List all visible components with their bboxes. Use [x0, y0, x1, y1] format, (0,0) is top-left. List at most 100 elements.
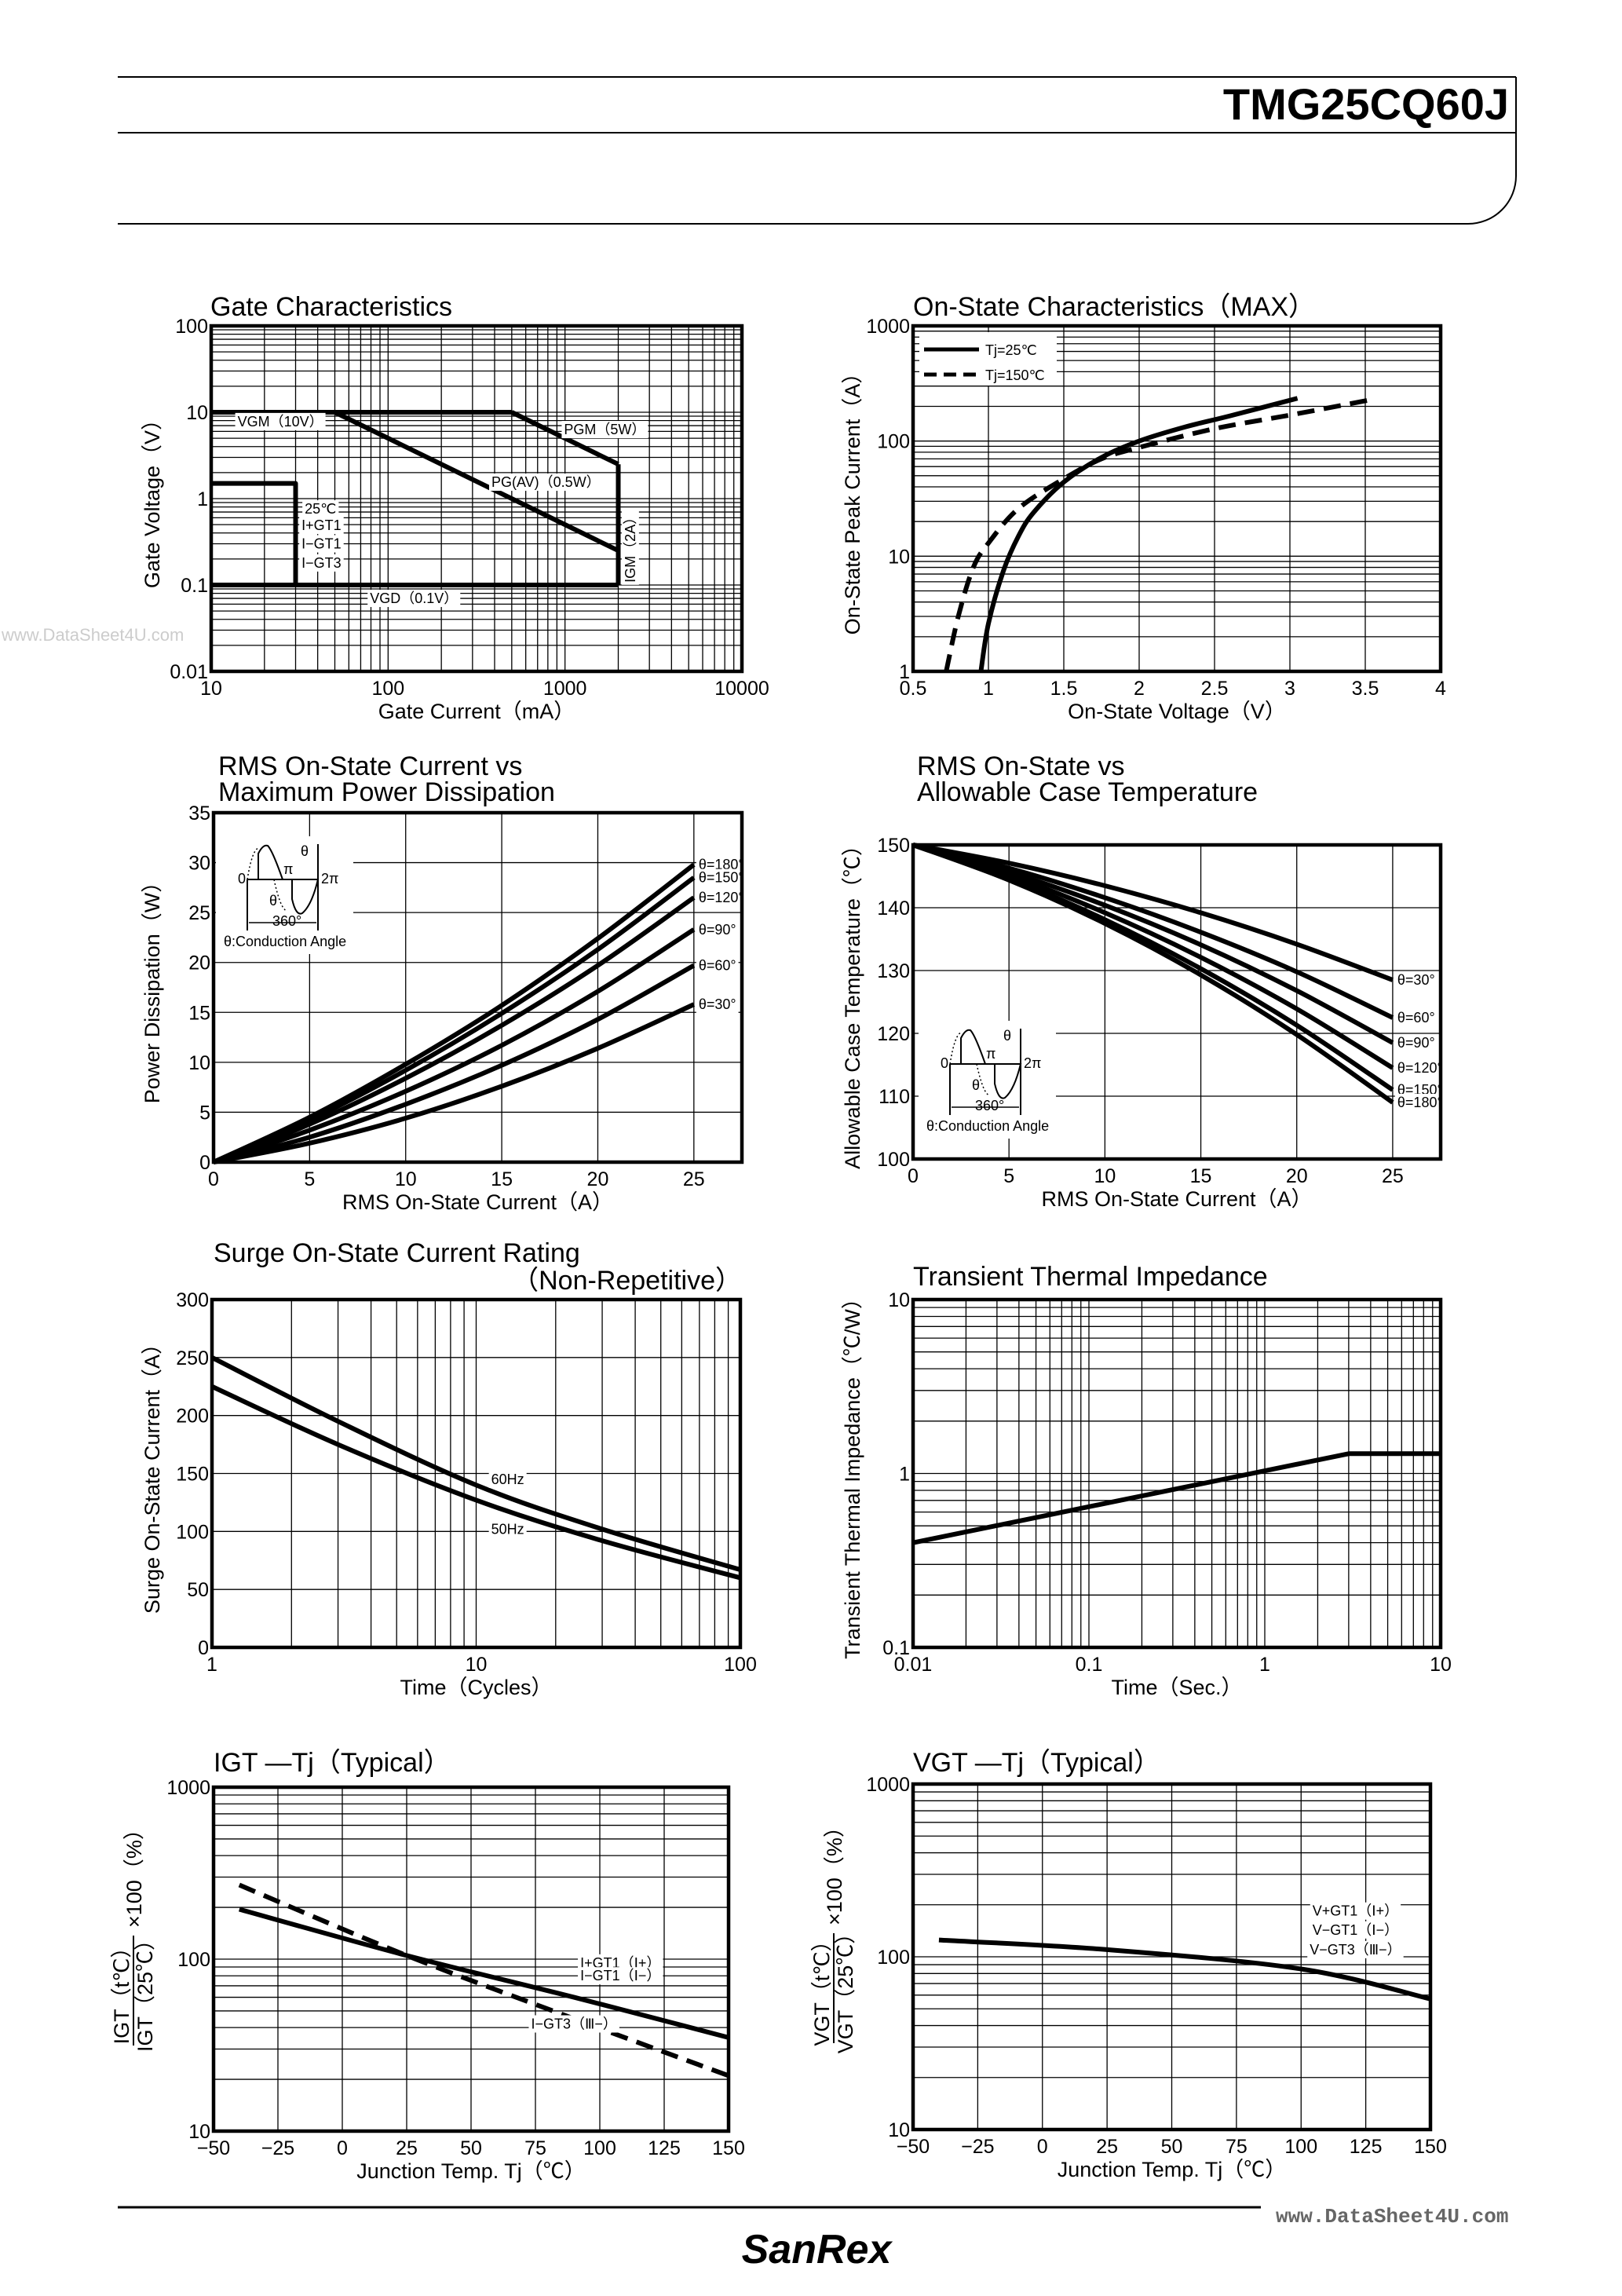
chart-title: Transient Thermal Impedance — [913, 1262, 1268, 1292]
part-number-title: TMG25CQ60J — [1223, 79, 1509, 129]
x-tick-label: 4 — [1435, 678, 1446, 700]
label-bg — [1394, 1094, 1445, 1111]
x-tick-label: 10 — [466, 1654, 488, 1676]
inset-caption: θ:Conduction Angle — [224, 934, 346, 949]
y-tick-label: 1 — [899, 1464, 910, 1486]
x-tick-label: 15 — [1190, 1165, 1212, 1187]
series-line — [911, 843, 1394, 1105]
x-tick-label: 5 — [1003, 1165, 1014, 1187]
y-tick-label: 10 — [888, 546, 910, 568]
y-tick-label: 100 — [877, 1149, 910, 1171]
plot-frame — [210, 1297, 743, 1650]
x-tick-label: 10 — [1430, 1654, 1452, 1676]
y-tick-label: 120 — [877, 1023, 910, 1045]
x-axis-label: RMS On-State Current（A） — [1041, 1187, 1312, 1211]
x-tick-label: 100 — [583, 2137, 616, 2159]
inset-label-theta: θ — [269, 893, 277, 909]
y-tick-label: 30 — [188, 853, 210, 875]
series-label: θ=120° — [1397, 1060, 1443, 1076]
x-tick-label: 75 — [1226, 2136, 1248, 2158]
x-tick-label: 25 — [1382, 1165, 1404, 1187]
y-label-unit: ×100（%） — [823, 1816, 846, 1925]
x-tick-label: 1000 — [543, 678, 587, 700]
y-axis-label: Allowable Case Temperature（℃） — [841, 835, 864, 1169]
side-watermark: www.DataSheet4U.com — [1, 625, 184, 645]
x-tick-label: 25 — [1096, 2136, 1118, 2158]
inset-wave-positive — [258, 844, 284, 880]
y-axis-label: Surge On-State Current（A） — [141, 1333, 164, 1614]
series-label: θ=60° — [1397, 1010, 1435, 1026]
x-tick-label: 0 — [908, 1165, 919, 1187]
y-tick-label: 150 — [176, 1464, 209, 1486]
y-label-numerator: IGT（t℃） — [110, 1937, 133, 2045]
y-tick-label: 0 — [198, 1637, 209, 1659]
annotation: V−GT1（Ⅰ−） — [1313, 1922, 1398, 1938]
label-bg — [1310, 1921, 1401, 1939]
y-tick-label: 35 — [188, 803, 210, 824]
x-tick-label: 50 — [460, 2137, 482, 2159]
label-bg — [1307, 1940, 1404, 1958]
y-tick-label: 0.1 — [882, 1637, 910, 1659]
x-tick-label: 0.1 — [1076, 1654, 1103, 1676]
series-label: 50Hz — [491, 1521, 524, 1537]
series-label: θ=180° — [699, 857, 744, 872]
x-tick-label: 75 — [524, 2137, 546, 2159]
chart-title: VGT —Tj（Typical） — [913, 1748, 1160, 1778]
x-tick-label: 2 — [1134, 678, 1145, 700]
y-tick-label: 10 — [888, 1289, 910, 1311]
x-tick-label: −50 — [197, 2137, 230, 2159]
x-axis-label: Time（Cycles） — [400, 1676, 552, 1699]
x-tick-label: −25 — [961, 2136, 994, 2158]
series-line — [912, 1451, 1441, 1545]
y-tick-label: 100 — [877, 1947, 910, 1969]
y-tick-label: 10 — [188, 2121, 210, 2143]
y-tick-label: 0.1 — [181, 575, 208, 597]
x-tick-label: 125 — [648, 2137, 681, 2159]
series-line — [978, 396, 1299, 672]
inset-bg — [919, 1021, 1056, 1139]
x-tick-label: 100 — [724, 1654, 757, 1676]
annotation: I−GT3 — [301, 555, 342, 571]
series-label: θ=120° — [699, 890, 744, 905]
series-label: 60Hz — [491, 1472, 524, 1487]
inset-wave-negative — [291, 879, 320, 915]
x-tick-label: 20 — [1286, 1165, 1308, 1187]
label-bg — [488, 1470, 527, 1488]
label-bg — [489, 473, 603, 492]
x-axis-label: RMS On-State Current（A） — [342, 1190, 613, 1214]
y-tick-label: 1000 — [866, 1774, 910, 1796]
x-tick-label: 3.5 — [1352, 678, 1379, 700]
series-line — [510, 410, 619, 466]
y-tick-label: 110 — [879, 1086, 910, 1108]
label-bg — [696, 868, 747, 887]
series-line — [210, 1384, 741, 1581]
inset-label-two_pi: 2π — [1024, 1055, 1041, 1071]
x-axis-label: Time（Sec.） — [1111, 1676, 1242, 1699]
series-line — [239, 1907, 729, 2040]
y-tick-label: 140 — [877, 898, 910, 919]
legend: Tj=25℃ Tj=150℃ — [919, 332, 1057, 386]
x-axis-label: On-State Voltage（V） — [1068, 700, 1286, 723]
label-bg — [299, 554, 344, 572]
chart-title: （Non-Repetitive） — [512, 1266, 742, 1296]
x-tick-label: 0.01 — [894, 1654, 933, 1676]
annotation: PGM（5W） — [564, 422, 645, 437]
grid — [912, 1299, 1441, 1648]
x-tick-label: 10 — [1094, 1165, 1116, 1187]
watermark: www.DataSheet4U.com — [1276, 2205, 1508, 2228]
label-bg — [696, 920, 739, 938]
y-label-denominator: VGT（25℃） — [834, 1923, 857, 2054]
annotation: 25℃ — [305, 501, 336, 517]
x-tick-label: 0.5 — [900, 678, 927, 700]
inset-caption: θ:Conduction Angle — [926, 1118, 1049, 1134]
x-tick-label: 3 — [1284, 678, 1295, 700]
inset-label-period: 360° — [272, 913, 301, 929]
annotation: I+GT1 — [301, 517, 342, 533]
y-tick-label: 10 — [186, 402, 208, 424]
x-tick-label: 100 — [1284, 2136, 1317, 2158]
y-axis-label: VGT（t℃） VGT（25℃）×100（%） — [810, 1816, 857, 2053]
series-line — [912, 843, 1394, 982]
